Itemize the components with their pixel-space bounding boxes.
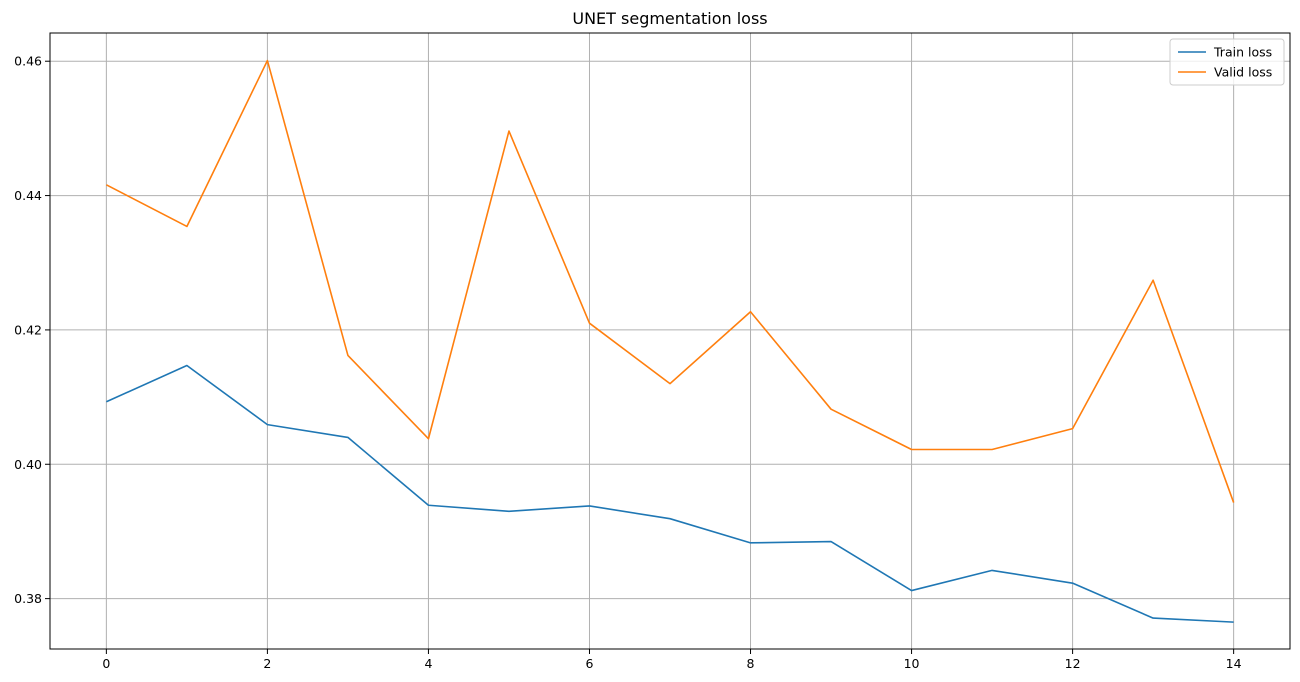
- y-tick-label: 0.46: [14, 54, 42, 69]
- grid: [50, 33, 1290, 649]
- series-line-valid-loss: [105, 59, 1235, 503]
- x-tick-label: 2: [263, 656, 271, 671]
- legend-label: Valid loss: [1214, 65, 1272, 80]
- x-tick-label: 10: [904, 656, 920, 671]
- x-tick-label: 0: [102, 656, 110, 671]
- y-tick-label: 0.44: [14, 188, 42, 203]
- legend-label: Train loss: [1213, 45, 1272, 60]
- legend-box: [1169, 38, 1285, 86]
- x-tick-label: 12: [1065, 656, 1081, 671]
- legend: Train loss Valid loss: [1169, 38, 1285, 86]
- y-tick-label: 0.42: [14, 322, 42, 337]
- plot-frame: [49, 32, 1291, 650]
- series-line-train-loss: [106, 364, 1234, 623]
- x-tick-label: 14: [1226, 656, 1242, 671]
- y-tick-label: 0.40: [14, 457, 42, 472]
- x-axis: 0 2 4 6 8 10 12 14: [102, 649, 1242, 671]
- chart-title: UNET segmentation loss: [572, 9, 767, 28]
- x-tick-label: 8: [747, 656, 755, 671]
- x-tick-label: 4: [424, 656, 432, 671]
- y-tick-label: 0.38: [14, 591, 42, 606]
- series-group: [105, 59, 1235, 623]
- y-axis: 0.38 0.40 0.42 0.44 0.46: [14, 54, 50, 606]
- x-tick-label: 6: [586, 656, 594, 671]
